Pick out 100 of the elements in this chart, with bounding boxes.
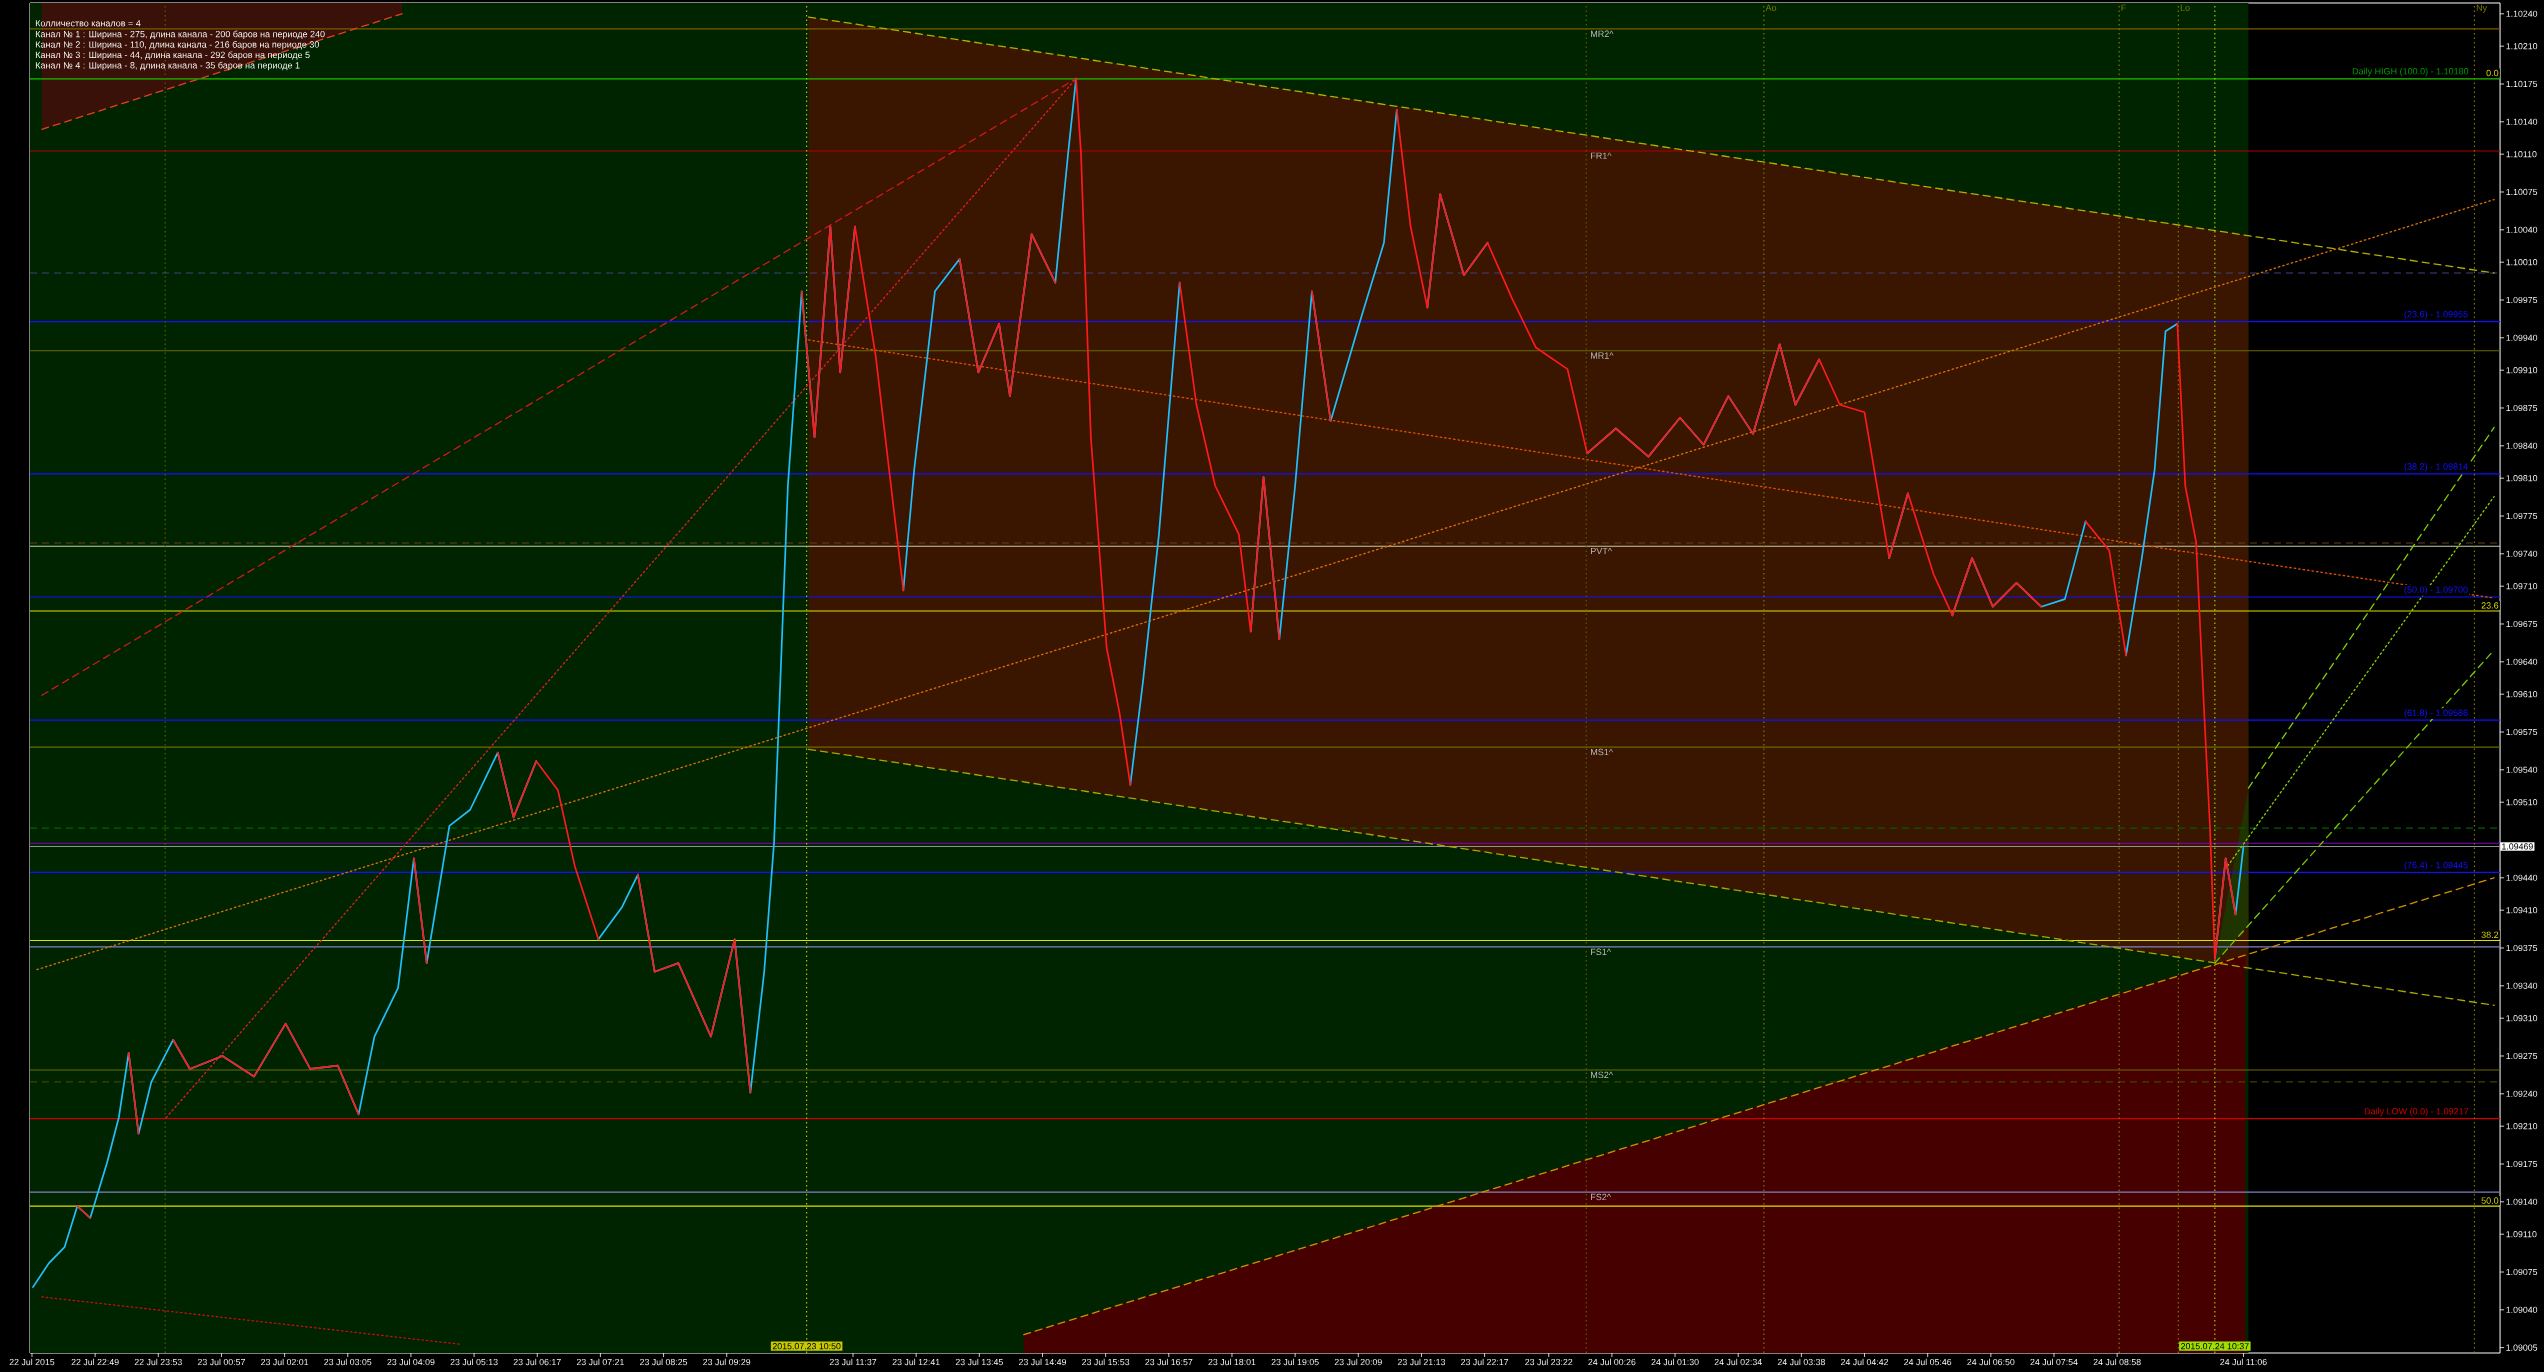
ref-line-label: MR1^ [1591,352,1614,359]
ref-line-label: Daily LOW (0.0) - 1.09217 [2364,1107,2469,1117]
x-tick-label: 23 Jul 23:22 [1525,1358,1573,1366]
annotation: 23.6 [2481,602,2499,609]
y-tick-label: 1.09675 [2506,620,2538,628]
y-tick-label: 1.10010 [2506,259,2538,266]
x-tick-label: 22 Jul 2015 [9,1358,55,1366]
y-tick-label: 1.10110 [2506,151,2537,158]
y-tick-label: 1.09175 [2506,1160,2538,1168]
y-tick-label: 1.09310 [2506,1015,2538,1022]
annotation: Колличество каналов = 4 [35,20,141,27]
ref-line-label: PVT^ [1591,547,1612,555]
x-tick-label: 24 Jul 07:54 [2030,1358,2078,1366]
y-tick-label: 1.09575 [2506,728,2538,736]
x-tick-label: 23 Jul 20:09 [1334,1358,1382,1366]
x-tick-label: 23 Jul 05:13 [450,1358,498,1366]
x-tick-label: 23 Jul 12:41 [892,1358,940,1366]
x-tick-label: 24 Jul 00:26 [1588,1358,1636,1366]
annotation: 0.0 [2486,69,2499,77]
x-tick-label: 23 Jul 07:21 [576,1358,624,1366]
x-tick-label: 23 Jul 14:49 [1018,1358,1067,1366]
y-tick-label: 1.09275 [2506,1052,2538,1060]
annotation: (23.6) - 1.09955 [2404,310,2468,320]
x-tick-label: 24 Jul 06:50 [1967,1358,2015,1366]
annotation: (76.4) - 1.09445 [2404,861,2468,870]
ref-line-label: FS2^ [1591,1193,1611,1201]
x-tick-label: 23 Jul 04:09 [387,1358,435,1366]
y-tick-label: 1.09610 [2506,691,2538,698]
x-tick-label: 24 Jul 04:42 [1840,1358,1889,1366]
x-tick-label: 24 Jul 05:46 [1904,1358,1952,1366]
x-tick-label: 23 Jul 00:57 [197,1358,245,1366]
y-tick-label: 1.09375 [2506,944,2538,952]
ref-line-label: Ao [1765,4,1777,11]
y-tick-label: 1.09040 [2506,1306,2538,1313]
y-tick-label: 1.09240 [2506,1090,2538,1097]
y-tick-label: 1.09440 [2506,874,2538,881]
y-tick-label: 1.09210 [2506,1123,2538,1130]
y-tick-label: 1.09740 [2506,550,2538,557]
x-tick-label: 23 Jul 06:17 [513,1358,561,1366]
x-tick-label: 23 Jul 18:01 [1208,1358,1256,1366]
ref-line-label: F [2121,4,2126,11]
x-tick-label: 23 Jul 13:45 [955,1358,1003,1366]
ref-line-label: Daily HIGH (100.0) - 1.10180 [2352,67,2469,77]
ref-line-label: 2015.07.23 10:50 [772,1343,841,1350]
x-tick-label: 23 Jul 11:37 [829,1358,877,1366]
y-tick-label: 1.09710 [2506,583,2538,590]
x-tick-label: 23 Jul 09:29 [703,1358,751,1366]
annotation: Канал № 1 : Ширина - 275, длина канала - 200 баров на периоде 240 [35,30,325,40]
y-tick-label: 1.09975 [2506,296,2538,304]
x-tick-label: 24 Jul 02:34 [1714,1358,1762,1366]
y-tick-label: 1.09340 [2506,982,2538,989]
ref-line-label: FS1^ [1591,948,1611,955]
ref-line-label: FR1^ [1591,152,1612,159]
x-tick-label: 24 Jul 08:58 [2093,1358,2141,1366]
x-tick-label: 24 Jul 03:38 [1777,1358,1825,1366]
annotation: Канал № 2 : Ширина - 110, длина канала - 216 баров на периоде 30 [35,40,320,50]
annotation: (38.2) - 1.09814 [2404,463,2468,472]
x-tick-label: 23 Jul 08:25 [640,1358,688,1366]
ref-line-label: Ny [2476,4,2488,13]
ref-line-label: Lo [2180,4,2190,11]
x-tick-label: 22 Jul 23:53 [134,1358,182,1366]
annotation: (50.0) - 1.09700 [2404,586,2468,595]
x-tick-label: 24 Jul 11:06 [2220,1358,2267,1366]
y-tick-label: 1.09005 [2506,1344,2538,1351]
y-tick-label: 1.10040 [2506,226,2538,233]
annotation: (61.8) - 1.09586 [2404,709,2468,718]
x-tick-label: 22 Jul 22:49 [71,1358,119,1366]
y-tick-label: 1.09910 [2506,367,2538,374]
x-tick-label: 24 Jul 01:30 [1651,1358,1699,1366]
y-tick-label: 1.09540 [2506,766,2538,773]
x-tick-label: 23 Jul 22:17 [1461,1358,1509,1366]
x-tick-label: 23 Jul 21:13 [1397,1358,1446,1366]
x-tick-label: 23 Jul 15:53 [1082,1358,1130,1366]
y-tick-label: 1.09940 [2506,334,2538,341]
y-tick-label: 1.10175 [2506,80,2538,88]
x-tick-label: 23 Jul 03:05 [324,1358,372,1366]
ref-line-label: MR2^ [1591,30,1614,37]
y-tick-label: 1.09410 [2506,907,2538,914]
annotation: 50.0 [2481,1197,2499,1204]
y-tick-label: 1.10075 [2506,188,2538,196]
y-tick-label: 1.09840 [2506,442,2538,449]
ref-line-label: MS2^ [1591,1071,1613,1079]
annotation: Канал № 3 : Ширина - 44, длина канала - 292 баров на периоде 5 [35,51,310,60]
y-tick-label: 1.09140 [2506,1198,2538,1205]
y-tick-label: 1.09510 [2506,799,2538,806]
annotation: 38.2 [2481,931,2499,939]
x-tick-label: 23 Jul 19:05 [1271,1358,1319,1366]
ref-line-label: 2015.07.24 10:37 [2181,1343,2249,1350]
y-tick-label: 1.09640 [2506,658,2538,665]
x-tick-label: 23 Jul 16:57 [1145,1358,1193,1366]
ref-line-label: MS1^ [1591,748,1613,756]
x-tick-label: 23 Jul 02:01 [261,1358,309,1366]
ref-line-label: 1.09469 [2502,843,2533,850]
y-tick-label: 1.10240 [2506,10,2538,17]
y-tick-label: 1.10140 [2506,118,2538,125]
annotation: Канал № 4 : Ширина - 8, длина канала - 35 баров на периоде 1 [35,61,300,71]
y-tick-label: 1.09775 [2506,512,2538,520]
y-tick-label: 1.09875 [2506,404,2538,412]
y-tick-label: 1.09810 [2506,475,2538,482]
y-tick-label: 1.09110 [2506,1231,2537,1238]
